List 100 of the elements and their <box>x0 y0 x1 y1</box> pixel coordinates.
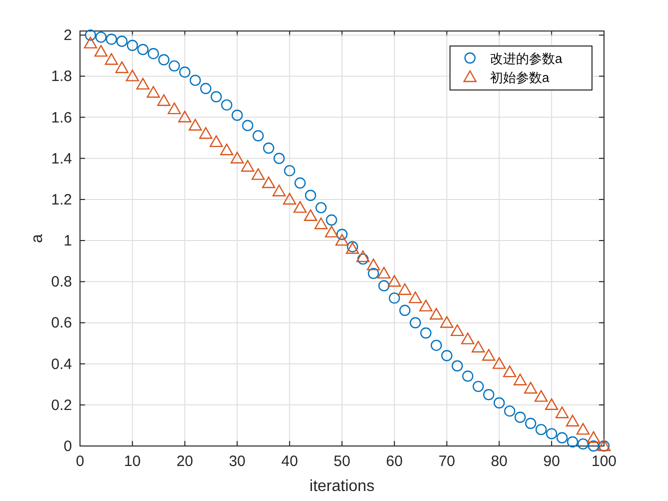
y-tick-label: 0.6 <box>51 314 72 332</box>
point <box>419 300 432 312</box>
point <box>492 357 506 369</box>
point <box>146 86 160 98</box>
point <box>179 66 190 78</box>
x-tick-label: 70 <box>438 453 456 470</box>
point <box>388 275 401 287</box>
point <box>536 424 547 436</box>
point <box>157 94 170 106</box>
x-tick-label: 10 <box>124 453 141 470</box>
point <box>190 74 201 86</box>
legend-label: 改进的参数a <box>490 51 563 66</box>
point <box>566 436 578 448</box>
point <box>137 44 148 56</box>
point <box>462 370 474 382</box>
point <box>126 70 139 82</box>
point <box>294 177 306 189</box>
point <box>106 34 118 45</box>
point <box>482 349 496 361</box>
y-tick-label: 1.2 <box>51 191 72 208</box>
point <box>262 176 276 188</box>
point <box>408 291 422 304</box>
point <box>577 438 589 450</box>
point <box>252 168 265 180</box>
point <box>315 202 327 214</box>
point <box>221 99 232 111</box>
point <box>84 30 96 41</box>
x-tick-label: 0 <box>76 453 84 470</box>
point <box>232 110 243 121</box>
point <box>230 152 244 164</box>
y-tick-label: 1.4 <box>51 150 72 168</box>
point <box>200 82 212 94</box>
point <box>274 152 285 164</box>
point <box>95 32 107 43</box>
point <box>556 432 568 444</box>
y-axis-title: a <box>29 234 46 243</box>
point <box>586 431 600 443</box>
point <box>461 332 474 344</box>
point <box>168 102 181 114</box>
point <box>472 340 485 352</box>
point <box>115 61 129 74</box>
point <box>84 36 98 48</box>
point <box>158 54 170 66</box>
point <box>220 144 234 156</box>
point <box>545 398 558 410</box>
point <box>504 405 516 417</box>
point <box>503 365 516 378</box>
point <box>420 327 432 339</box>
point <box>136 78 150 90</box>
point <box>378 280 390 292</box>
point <box>410 317 421 328</box>
y-tick-label: 1.6 <box>51 109 72 126</box>
x-tick-label: 30 <box>228 453 246 470</box>
point <box>555 406 569 418</box>
point <box>284 165 296 176</box>
point <box>283 192 296 205</box>
point <box>377 266 391 279</box>
point <box>336 228 348 240</box>
legend-label: 初始参数a <box>490 70 550 85</box>
point <box>452 360 463 372</box>
point <box>326 214 338 226</box>
point <box>430 308 443 320</box>
point <box>241 160 254 172</box>
y-tick-label: 1.8 <box>51 68 72 86</box>
y-tick-label: 0.4 <box>51 356 72 373</box>
point <box>188 118 202 131</box>
point <box>210 135 223 148</box>
point <box>356 250 370 262</box>
point <box>430 340 442 351</box>
point <box>126 40 138 51</box>
point <box>450 324 464 336</box>
point <box>357 253 369 265</box>
x-tick-label: 90 <box>543 453 560 470</box>
point <box>168 60 180 72</box>
y-tick-label: 0 <box>64 438 72 455</box>
point <box>524 382 538 394</box>
point <box>272 184 286 196</box>
point <box>94 44 108 57</box>
point <box>104 53 118 65</box>
y-tick-label: 0.2 <box>51 396 72 414</box>
point <box>252 130 264 142</box>
point <box>399 304 410 316</box>
point <box>242 120 254 132</box>
point <box>304 190 316 201</box>
point <box>483 389 494 400</box>
point <box>293 201 307 213</box>
point <box>148 48 159 60</box>
point <box>494 397 505 408</box>
point <box>178 110 192 122</box>
point <box>324 226 338 238</box>
point <box>116 36 128 47</box>
point <box>588 440 600 452</box>
point <box>210 91 222 102</box>
point <box>440 316 454 328</box>
point <box>314 218 328 230</box>
x-tick-label: 40 <box>281 453 298 470</box>
x-axis-title: iterations <box>310 478 374 495</box>
x-tick-label: 100 <box>591 453 617 470</box>
y-tick-label: 0.8 <box>51 274 72 291</box>
point <box>263 142 274 154</box>
